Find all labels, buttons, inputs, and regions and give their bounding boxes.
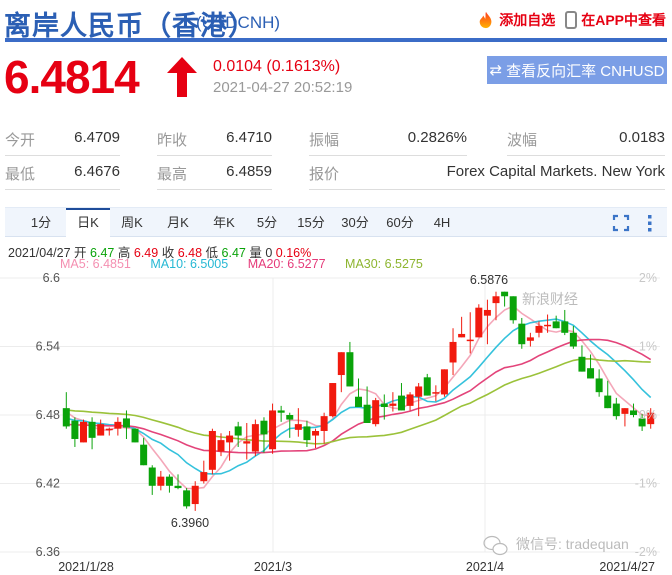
svg-text:2021/1/28: 2021/1/28 [58, 560, 114, 574]
fullscreen-icon[interactable] [612, 214, 630, 232]
price-change: 0.0104 (0.1613%) [213, 58, 341, 75]
svg-text:2021/4: 2021/4 [466, 560, 504, 574]
header-actions: 添加自选 在APP中查看 [477, 10, 666, 30]
svg-text:0%: 0% [639, 408, 657, 422]
ma-legend: MA5: 6.4851 MA10: 6.5005 MA20: 6.5277 MA… [60, 257, 439, 271]
last-price: 6.4814 [4, 51, 140, 103]
stat-label: 昨收 [157, 132, 188, 149]
ma10-label: MA10: 6.5005 [150, 257, 229, 271]
candlestick-chart[interactable]: 新浪财经 微信号: tradequan 6.6 2% 6.54 1% 6.48 0% 6.4… [0, 270, 672, 575]
svg-text:6.3960: 6.3960 [171, 516, 209, 530]
stat-label: 今开 [5, 132, 36, 149]
wechat-icon [483, 535, 508, 556]
stats-row-1: 今开 6.4709 昨收 6.4710 振幅 0.2826% 波幅 0.0183 [0, 122, 672, 156]
view-in-app-label: 在APP中查看 [581, 12, 666, 28]
tab-5min[interactable]: 5分 [256, 215, 278, 230]
ohlc-info: 2021/04/27 开 6.47 高 6.49 收 6.48 低 6.47 量… [8, 242, 311, 261]
svg-text:2021/3: 2021/3 [254, 560, 292, 574]
swap-icon: ⇄ [489, 62, 503, 79]
svg-text:6.48: 6.48 [36, 408, 60, 422]
ohlc-low-label: 低 [205, 246, 219, 260]
stat-range: 波幅 0.0183 [507, 122, 665, 156]
candles [62, 291, 655, 511]
svg-text:2021/4/27: 2021/4/27 [599, 560, 655, 574]
add-watchlist-label: 添加自选 [499, 12, 556, 28]
stat-label: 最低 [5, 166, 36, 183]
symbol-code: (USDCNH) [196, 13, 281, 32]
svg-text:6.6: 6.6 [43, 271, 60, 285]
ohlc-high-label: 高 [117, 246, 131, 260]
flame-icon [479, 11, 492, 29]
tab-weekly-k[interactable]: 周K [121, 215, 143, 230]
quote-timestamp: 2021-04-27 20:52:19 [213, 79, 353, 96]
add-watchlist-button[interactable]: 添加自选 [477, 10, 555, 30]
tab-monthly-k[interactable]: 月K [167, 215, 189, 230]
stat-label: 最高 [157, 166, 188, 183]
ohlc-close: 6.48 [177, 246, 203, 260]
quote-panel: 6.4814 0.0104 (0.1613%) 2021-04-27 20:52… [0, 48, 672, 110]
stat-value: 6.4710 [226, 129, 272, 146]
ohlc-volume: 0 [265, 246, 273, 260]
tab-30min[interactable]: 30分 [341, 215, 369, 230]
svg-text:-1%: -1% [635, 477, 657, 491]
ma20-label: MA20: 6.5277 [247, 257, 326, 271]
ohlc-volume-label: 量 [249, 246, 262, 260]
svg-text:6.5876: 6.5876 [470, 273, 508, 287]
phone-icon [565, 11, 578, 29]
header: 离岸人民币（香港） (USDCNH) 添加自选 在APP中查看 [0, 0, 672, 41]
svg-text:2%: 2% [639, 271, 657, 285]
stat-open: 今开 6.4709 [5, 122, 120, 156]
reverse-rate-label: 查看反向汇率 CNHUSD [506, 62, 665, 80]
tab-15min[interactable]: 15分 [297, 215, 325, 230]
stats-row-2: 最低 6.4676 最高 6.4859 报价 Forex Capital Mar… [0, 156, 672, 190]
ohlc-open: 6.47 [90, 246, 115, 260]
tab-4h[interactable]: 4H [433, 215, 451, 230]
stat-value: 6.4859 [226, 163, 272, 180]
stat-label: 波幅 [507, 132, 538, 149]
stat-quote-source: 报价 Forex Capital Markets. New York [309, 156, 665, 190]
stats-table: 今开 6.4709 昨收 6.4710 振幅 0.2826% 波幅 0.0183… [0, 122, 672, 190]
stat-value: 6.4676 [74, 163, 120, 180]
stat-high: 最高 6.4859 [157, 156, 272, 190]
stat-value: 6.4709 [74, 129, 120, 146]
more-vertical-icon[interactable] [646, 214, 654, 232]
stat-label: 报价 [309, 166, 340, 183]
ohlc-open-label: 开 [74, 246, 87, 260]
svg-text:1%: 1% [639, 340, 657, 354]
tab-yearly-k[interactable]: 年K [213, 215, 235, 230]
up-arrow-icon [167, 57, 197, 97]
ohlc-low: 6.47 [221, 246, 246, 260]
ohlc-change-pct: 0.16% [275, 246, 312, 260]
svg-text:6.54: 6.54 [36, 340, 60, 354]
header-divider [5, 38, 667, 42]
stat-value: 0.0183 [619, 129, 665, 146]
reverse-rate-button[interactable]: ⇄ 查看反向汇率 CNHUSD [487, 56, 667, 84]
tab-1min[interactable]: 1分 [30, 215, 52, 230]
tab-daily-k[interactable]: 日K [66, 208, 110, 239]
stat-prev-close: 昨收 6.4710 [157, 122, 272, 156]
stat-label: 振幅 [309, 132, 340, 149]
watermarks: 新浪财经 微信号: tradequan [483, 291, 629, 556]
ma30-label: MA30: 6.5275 [345, 257, 423, 271]
wechat-watermark: 微信号: tradequan [516, 536, 629, 552]
ohlc-high: 6.49 [133, 246, 159, 260]
stat-low: 最低 6.4676 [5, 156, 120, 190]
stat-value: Forex Capital Markets. New York [446, 163, 665, 180]
svg-text:-2%: -2% [635, 545, 657, 559]
svg-text:6.36: 6.36 [36, 545, 60, 559]
svg-text:6.42: 6.42 [36, 477, 60, 491]
period-tabs: 1分 日K 周K 月K 年K 5分 15分 30分 60分 4H [5, 207, 667, 239]
page-title: 离岸人民币（香港） [4, 11, 256, 41]
ohlc-close-label: 收 [161, 246, 175, 260]
stat-value: 0.2826% [407, 129, 467, 146]
ma5-label: MA5: 6.4851 [60, 257, 131, 271]
axis-labels: 6.6 2% 6.54 1% 6.48 0% 6.42 -1% 6.36 -2% 2021/1/28… [36, 271, 657, 574]
view-in-app-button[interactable]: 在APP中查看 [565, 10, 666, 30]
ohlc-date: 2021/04/27 [8, 246, 71, 260]
tab-60min[interactable]: 60分 [386, 215, 414, 230]
sina-watermark: 新浪财经 [522, 291, 578, 307]
stat-amplitude: 振幅 0.2826% [309, 122, 467, 156]
